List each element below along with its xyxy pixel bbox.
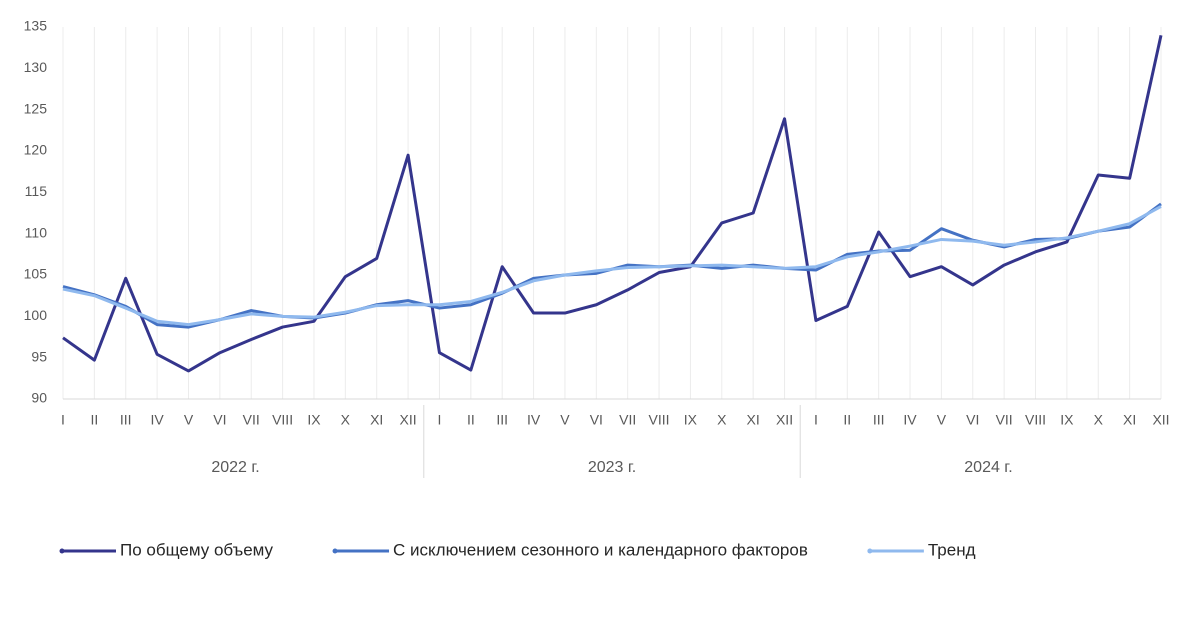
x-tick-label: IX bbox=[1060, 412, 1074, 428]
legend-marker bbox=[59, 548, 65, 554]
x-tick-label: X bbox=[717, 412, 727, 428]
x-tick-label: XII bbox=[776, 412, 793, 428]
y-tick-label: 130 bbox=[24, 59, 48, 75]
legend-marker bbox=[867, 548, 873, 554]
x-group-label: 2023 г. bbox=[588, 459, 636, 476]
x-tick-label: V bbox=[560, 412, 570, 428]
x-tick-label: II bbox=[467, 412, 475, 428]
x-tick-label: X bbox=[341, 412, 351, 428]
x-tick-label: III bbox=[496, 412, 508, 428]
x-tick-label: III bbox=[873, 412, 885, 428]
x-tick-label: V bbox=[937, 412, 947, 428]
legend-label: С исключением сезонного и календарного ф… bbox=[393, 540, 808, 559]
x-tick-label: VI bbox=[966, 412, 979, 428]
x-tick-label: IV bbox=[527, 412, 541, 428]
x-tick-label: VI bbox=[213, 412, 226, 428]
x-tick-label: VIII bbox=[272, 412, 293, 428]
x-tick-label: X bbox=[1094, 412, 1104, 428]
y-tick-label: 90 bbox=[31, 390, 47, 406]
y-tick-label: 120 bbox=[24, 142, 48, 158]
x-tick-label: V bbox=[184, 412, 194, 428]
x-tick-label: I bbox=[61, 412, 65, 428]
legend-label: По общему объему bbox=[120, 540, 274, 559]
x-tick-label: VII bbox=[996, 412, 1013, 428]
x-tick-label: XII bbox=[1152, 412, 1169, 428]
x-tick-label: II bbox=[90, 412, 98, 428]
y-tick-label: 115 bbox=[25, 183, 48, 199]
x-tick-label: XI bbox=[747, 412, 760, 428]
x-group-label: 2022 г. bbox=[211, 459, 259, 476]
x-tick-label: IX bbox=[307, 412, 321, 428]
y-tick-label: 125 bbox=[24, 100, 48, 116]
y-tick-label: 135 bbox=[24, 18, 48, 34]
x-tick-label: III bbox=[120, 412, 132, 428]
x-tick-label: VIII bbox=[1025, 412, 1046, 428]
x-tick-label: XI bbox=[1123, 412, 1136, 428]
x-tick-label: VII bbox=[619, 412, 636, 428]
x-tick-label: VIII bbox=[649, 412, 670, 428]
x-tick-label: IV bbox=[150, 412, 164, 428]
series-line bbox=[62, 205, 1162, 327]
legend-label: Тренд bbox=[928, 540, 976, 559]
x-tick-label: IX bbox=[684, 412, 698, 428]
x-tick-label: I bbox=[438, 412, 442, 428]
legend-marker bbox=[332, 548, 338, 554]
series-line bbox=[62, 34, 1163, 373]
x-tick-label: XI bbox=[370, 412, 383, 428]
series-line bbox=[62, 202, 1162, 329]
y-tick-label: 110 bbox=[25, 224, 48, 240]
y-tick-label: 105 bbox=[24, 266, 48, 282]
x-tick-label: IV bbox=[903, 412, 917, 428]
y-tick-label: 95 bbox=[31, 348, 47, 364]
x-tick-label: I bbox=[814, 412, 818, 428]
x-tick-label: XII bbox=[400, 412, 417, 428]
y-tick-label: 100 bbox=[24, 307, 48, 323]
x-group-label: 2024 г. bbox=[964, 459, 1012, 476]
x-tick-label: VII bbox=[243, 412, 260, 428]
x-tick-label: II bbox=[843, 412, 851, 428]
x-tick-label: VI bbox=[590, 412, 603, 428]
